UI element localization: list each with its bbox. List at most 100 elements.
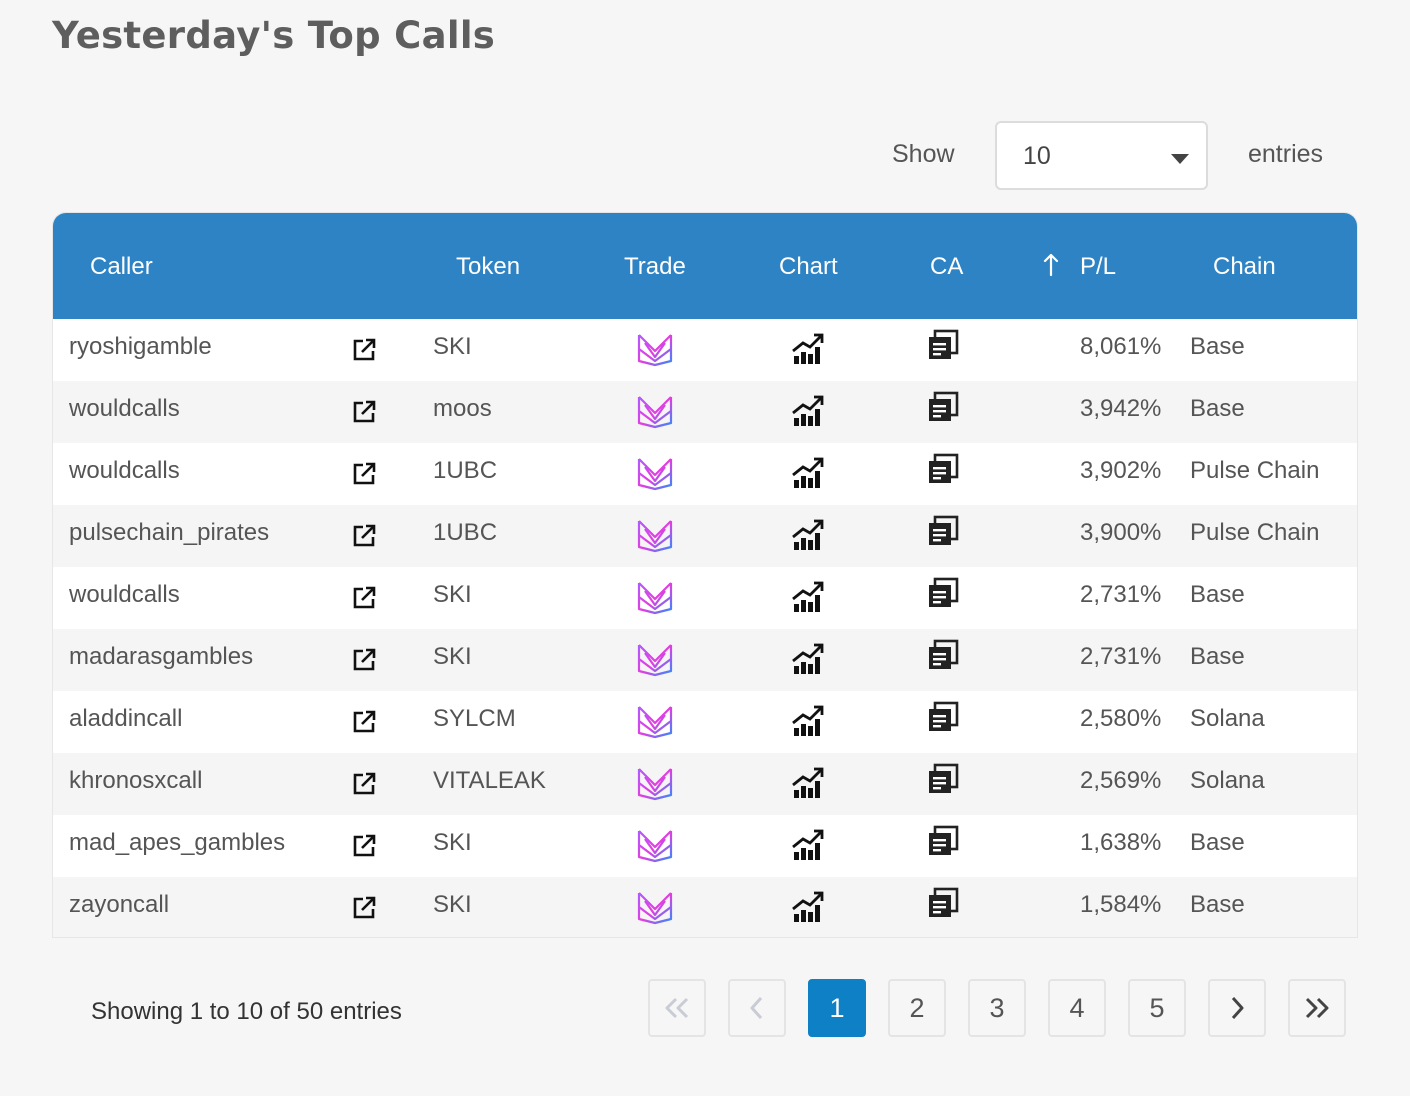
external-link-icon[interactable] [351, 399, 377, 430]
external-link-icon[interactable] [351, 585, 377, 616]
page-button-2[interactable]: 2 [888, 979, 946, 1037]
pl-cell: 3,902% [1080, 457, 1162, 484]
chevron-right-icon [1231, 996, 1244, 1020]
chart-icon[interactable] [791, 580, 825, 619]
copy-icon[interactable] [926, 824, 960, 863]
column-header-ca[interactable]: CA [930, 253, 964, 280]
token-cell: SKI [433, 581, 472, 608]
pl-cell: 2,580% [1080, 705, 1162, 732]
caller-cell[interactable]: khronosxcall [69, 767, 203, 794]
chart-icon[interactable] [791, 332, 825, 371]
external-link-icon[interactable] [351, 709, 377, 740]
trade-logo-icon[interactable] [636, 455, 674, 498]
first-page-button[interactable] [648, 979, 706, 1037]
chart-icon[interactable] [791, 704, 825, 743]
chart-icon[interactable] [791, 642, 825, 681]
pl-cell: 3,942% [1080, 395, 1162, 422]
copy-icon[interactable] [926, 638, 960, 677]
copy-icon[interactable] [926, 576, 960, 615]
external-link-icon[interactable] [351, 647, 377, 678]
copy-icon[interactable] [926, 700, 960, 739]
caller-cell[interactable]: pulsechain_pirates [69, 519, 270, 546]
pl-cell: 1,638% [1080, 829, 1162, 856]
trade-logo-icon[interactable] [636, 703, 674, 746]
copy-icon[interactable] [926, 390, 960, 429]
chain-cell: Pulse Chain [1190, 519, 1320, 546]
chain-cell: Base [1190, 333, 1245, 360]
next-page-button[interactable] [1208, 979, 1266, 1037]
caller-cell[interactable]: mad_apes_gambles [69, 829, 286, 856]
caret-down-icon [1171, 154, 1189, 164]
column-header-caller[interactable]: Caller [90, 253, 153, 280]
trade-logo-icon[interactable] [636, 331, 674, 374]
trade-logo-icon[interactable] [636, 517, 674, 560]
pl-cell: 2,731% [1080, 643, 1162, 670]
caller-cell[interactable]: wouldcalls [69, 581, 180, 608]
page-title: Yesterday's Top Calls [52, 14, 496, 57]
column-header-token[interactable]: Token [456, 253, 521, 280]
trade-logo-icon[interactable] [636, 765, 674, 808]
trade-logo-icon[interactable] [636, 579, 674, 622]
column-header-chain[interactable]: Chain [1213, 253, 1276, 280]
trade-logo-icon[interactable] [636, 641, 674, 684]
chart-icon[interactable] [791, 456, 825, 495]
chart-icon[interactable] [791, 766, 825, 805]
table-row: wouldcalls moos 3,942% Base [53, 381, 1357, 443]
copy-icon[interactable] [926, 514, 960, 553]
token-cell: moos [433, 395, 492, 422]
table-row: wouldcalls SKI 2,731% Base [53, 567, 1357, 629]
entries-per-page-value: 10 [1023, 142, 1051, 170]
top-calls-table: Caller Token Trade Chart CA P/L Chain ry… [52, 212, 1358, 938]
copy-icon[interactable] [926, 762, 960, 801]
column-header-pl[interactable]: P/L [1080, 253, 1117, 280]
double-chevron-left-icon [665, 997, 689, 1019]
token-cell: SKI [433, 643, 472, 670]
chart-icon[interactable] [791, 518, 825, 557]
external-link-icon[interactable] [351, 895, 377, 926]
caller-cell[interactable]: zayoncall [69, 891, 170, 918]
last-page-button[interactable] [1288, 979, 1346, 1037]
external-link-icon[interactable] [351, 461, 377, 492]
page-button-5[interactable]: 5 [1128, 979, 1186, 1037]
page-button-3[interactable]: 3 [968, 979, 1026, 1037]
trade-logo-icon[interactable] [636, 827, 674, 870]
pl-cell: 3,900% [1080, 519, 1162, 546]
chart-icon[interactable] [791, 394, 825, 433]
caller-cell[interactable]: aladdincall [69, 705, 183, 732]
chain-cell: Base [1190, 829, 1245, 856]
caller-cell[interactable]: madarasgambles [69, 643, 254, 670]
caller-cell[interactable]: wouldcalls [69, 457, 180, 484]
trade-logo-icon[interactable] [636, 393, 674, 436]
table-row: madarasgambles SKI 2,731% Base [53, 629, 1357, 691]
copy-icon[interactable] [926, 328, 960, 367]
page-button-1[interactable]: 1 [808, 979, 866, 1037]
caller-cell[interactable]: wouldcalls [69, 395, 180, 422]
pl-cell: 2,731% [1080, 581, 1162, 608]
column-header-trade[interactable]: Trade [624, 253, 686, 280]
pagination-info: Showing 1 to 10 of 50 entries [91, 998, 402, 1025]
pl-cell: 2,569% [1080, 767, 1162, 794]
external-link-icon[interactable] [351, 771, 377, 802]
show-label: Show [892, 140, 955, 168]
token-cell: SKI [433, 333, 472, 360]
copy-icon[interactable] [926, 886, 960, 925]
page-button-4[interactable]: 4 [1048, 979, 1106, 1037]
token-cell: SYLCM [433, 705, 516, 732]
external-link-icon[interactable] [351, 833, 377, 864]
copy-icon[interactable] [926, 452, 960, 491]
token-cell: VITALEAK [433, 767, 546, 794]
token-cell: SKI [433, 829, 472, 856]
external-link-icon[interactable] [351, 523, 377, 554]
chain-cell: Pulse Chain [1190, 457, 1320, 484]
table-row: zayoncall SKI 1,584% Base [53, 877, 1357, 937]
chain-cell: Base [1190, 581, 1245, 608]
double-chevron-right-icon [1305, 997, 1329, 1019]
external-link-icon[interactable] [351, 337, 377, 368]
trade-logo-icon[interactable] [636, 889, 674, 932]
caller-cell[interactable]: ryoshigamble [69, 333, 212, 360]
chart-icon[interactable] [791, 828, 825, 867]
chart-icon[interactable] [791, 890, 825, 929]
previous-page-button[interactable] [728, 979, 786, 1037]
column-header-chart[interactable]: Chart [779, 253, 838, 280]
entries-per-page-select[interactable]: 10 [995, 121, 1208, 190]
